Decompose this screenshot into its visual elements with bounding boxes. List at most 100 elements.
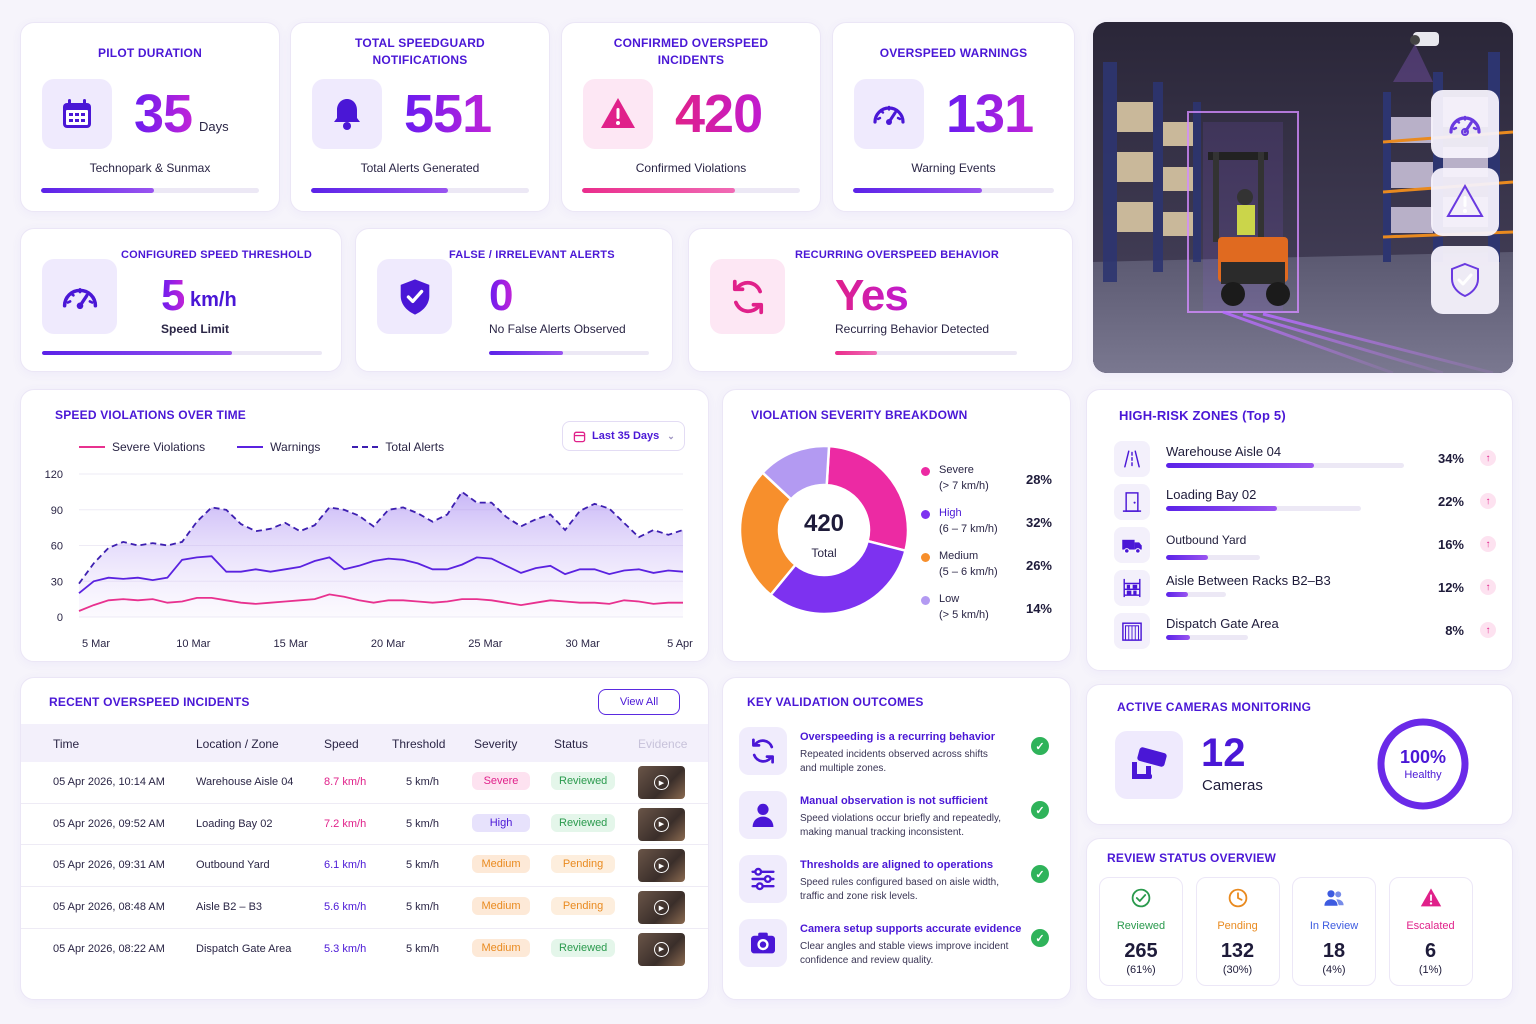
date-filter-dropdown[interactable]: Last 35 Days ⌄ bbox=[562, 421, 685, 451]
evidence-thumbnail[interactable]: ▶ bbox=[638, 932, 685, 966]
risk-zone-row[interactable]: Loading Bay 02 22% ↑ bbox=[1087, 484, 1514, 524]
speedometer-icon bbox=[854, 79, 924, 149]
evidence-thumbnail[interactable]: ▶ bbox=[638, 766, 685, 799]
severity-badge: High bbox=[472, 813, 530, 832]
view-all-button[interactable]: View All bbox=[598, 689, 680, 715]
review-label: Escalated bbox=[1406, 920, 1455, 932]
outcome-title: Camera setup supports accurate evidence bbox=[800, 923, 1022, 935]
review-status-card: REVIEW STATUS OVERVIEW Reviewed 265 (61%… bbox=[1086, 838, 1513, 1000]
zone-pct: 16% bbox=[1437, 537, 1464, 552]
kpi-progress-bar bbox=[42, 351, 322, 355]
outcome-desc-1: Repeated incidents observed across shift… bbox=[800, 749, 988, 760]
review-tile-in-review[interactable]: In Review 18 (4%) bbox=[1292, 877, 1376, 986]
kpi-progress-bar bbox=[582, 188, 800, 193]
shield-check-icon[interactable] bbox=[1431, 246, 1499, 314]
legend-dot bbox=[921, 510, 930, 519]
kpi-subtitle: Speed Limit bbox=[161, 322, 230, 336]
status-badge: Pending bbox=[551, 855, 615, 874]
kpi-mid-card-3: RECURRING OVERSPEED BEHAVIOR Yes Recurri… bbox=[688, 228, 1073, 372]
risk-zone-row[interactable]: Dispatch Gate Area 8% ↑ bbox=[1087, 613, 1514, 653]
table-row[interactable]: 05 Apr 2026, 08:48 AM Aisle B2 – B3 5.6 … bbox=[21, 887, 708, 929]
donut-slice-low bbox=[760, 444, 831, 502]
chevron-down-icon: ⌄ bbox=[667, 430, 675, 441]
cell-speed: 6.1 km/h bbox=[324, 859, 367, 872]
warning-icon[interactable] bbox=[1431, 168, 1499, 236]
cell-speed: 5.6 km/h bbox=[324, 901, 367, 914]
donut-center bbox=[781, 487, 867, 573]
cell-speed: 5.3 km/h bbox=[324, 942, 367, 955]
x-tick-label: 30 Mar bbox=[566, 638, 601, 650]
severity-breakdown-card: VIOLATION SEVERITY BREAKDOWN 420 Total Se… bbox=[722, 389, 1071, 662]
zone-pct: 34% bbox=[1437, 451, 1464, 466]
outcome-desc-1: Speed violations occur briefly and repea… bbox=[800, 813, 1002, 824]
cell-location: Outbound Yard bbox=[196, 859, 270, 872]
warnings-line bbox=[78, 555, 684, 594]
kpi-progress-bar bbox=[311, 188, 529, 193]
review-pct: (1%) bbox=[1418, 964, 1443, 976]
arrow-up-icon: ↑ bbox=[1480, 493, 1496, 509]
status-badge: Pending bbox=[551, 897, 615, 916]
evidence-thumbnail[interactable]: ▶ bbox=[638, 891, 685, 925]
camera-label: Cameras bbox=[1202, 777, 1263, 794]
kpi-value: 35 bbox=[134, 84, 193, 144]
kpi-value: 0 bbox=[489, 271, 514, 320]
aisle-icon bbox=[1114, 441, 1150, 477]
cell-time: 05 Apr 2026, 08:22 AM bbox=[53, 942, 165, 955]
camera-count: 12 bbox=[1201, 731, 1246, 775]
table-row[interactable]: 05 Apr 2026, 10:14 AM Warehouse Aisle 04… bbox=[21, 762, 708, 804]
legend-severe: Severe Violations bbox=[79, 440, 205, 454]
review-pct: (4%) bbox=[1322, 964, 1346, 976]
kpi-subtitle: Recurring Behavior Detected bbox=[835, 322, 990, 336]
review-tile-escalated[interactable]: Escalated 6 (1%) bbox=[1388, 877, 1473, 986]
kpi-title: TOTAL SPEEDGUARD NOTIFICATIONS bbox=[355, 36, 485, 67]
legend-label: Medium bbox=[939, 550, 979, 562]
kpi-value: 420 bbox=[675, 84, 763, 144]
severity-badge: Severe bbox=[472, 772, 530, 790]
kpi-subtitle: Confirmed Violations bbox=[635, 161, 747, 175]
rack-icon bbox=[1114, 570, 1150, 606]
outcome-title: Overspeeding is a recurring behavior bbox=[800, 731, 996, 743]
risk-zone-row[interactable]: Aisle Between Racks B2–B3 12% ↑ bbox=[1087, 570, 1514, 610]
kpi-value: Yes bbox=[835, 271, 909, 320]
kpi-value: 131 bbox=[946, 84, 1034, 144]
table-row[interactable]: 05 Apr 2026, 09:52 AM Loading Bay 02 7.2… bbox=[21, 804, 708, 846]
evidence-thumbnail[interactable]: ▶ bbox=[638, 849, 685, 883]
speed-chart-title: SPEED VIOLATIONS OVER TIME bbox=[55, 408, 247, 422]
speedometer-icon[interactable] bbox=[1431, 90, 1499, 158]
risk-zone-row[interactable]: Warehouse Aisle 04 34% ↑ bbox=[1087, 441, 1514, 481]
cell-threshold: 5 km/h bbox=[406, 901, 440, 914]
table-row[interactable]: 05 Apr 2026, 09:31 AM Outbound Yard 6.1 … bbox=[21, 845, 708, 888]
col-severity: Severity bbox=[474, 737, 518, 751]
kpi-mid-card-1: CONFIGURED SPEED THRESHOLD 5 km/h Speed … bbox=[20, 228, 342, 372]
zone-bar bbox=[1166, 506, 1361, 511]
kpi-subtitle: No False Alerts Observed bbox=[489, 322, 626, 336]
incidents-table: Time Location / Zone Speed Threshold Sev… bbox=[21, 724, 708, 971]
outcome-desc-2: and multiple zones. bbox=[800, 763, 887, 774]
donut-total-value: 420 bbox=[804, 510, 844, 537]
arrow-up-icon: ↑ bbox=[1480, 450, 1496, 466]
camera-health-ring bbox=[1377, 718, 1469, 810]
outcome-desc-2: traffic and zone risk levels. bbox=[800, 891, 918, 902]
zone-name: Warehouse Aisle 04 bbox=[1166, 444, 1282, 459]
severity-badge: Medium bbox=[472, 938, 530, 957]
person-icon bbox=[739, 791, 787, 839]
x-tick-label: 20 Mar bbox=[371, 638, 406, 650]
evidence-thumbnail[interactable]: ▶ bbox=[638, 807, 685, 841]
cameras-card: ACTIVE CAMERAS MONITORING 12 Cameras 100… bbox=[1086, 684, 1513, 825]
table-header: Time Location / Zone Speed Threshold Sev… bbox=[21, 724, 708, 762]
review-tile-pending[interactable]: Pending 132 (30%) bbox=[1195, 877, 1280, 986]
cell-speed: 8.7 km/h bbox=[324, 776, 367, 788]
play-icon: ▶ bbox=[654, 775, 669, 790]
cell-location: Warehouse Aisle 04 bbox=[196, 776, 294, 788]
zone-name: Loading Bay 02 bbox=[1166, 487, 1257, 502]
check-circle-icon bbox=[1129, 886, 1153, 915]
y-tick-label: 30 bbox=[51, 576, 63, 588]
kpi-card-2: TOTAL SPEEDGUARD NOTIFICATIONS 551 Total… bbox=[290, 22, 550, 212]
table-row[interactable]: 05 Apr 2026, 08:22 AM Dispatch Gate Area… bbox=[21, 929, 708, 971]
risk-zone-row[interactable]: Outbound Yard 16% ↑ bbox=[1087, 527, 1514, 567]
review-pct: (61%) bbox=[1126, 964, 1156, 976]
kpi-progress-bar bbox=[41, 188, 259, 193]
review-tile-reviewed[interactable]: Reviewed 265 (61%) bbox=[1099, 877, 1183, 986]
kpi-title: CONFIGURED SPEED THRESHOLD bbox=[121, 249, 312, 261]
zone-bar bbox=[1166, 592, 1226, 597]
